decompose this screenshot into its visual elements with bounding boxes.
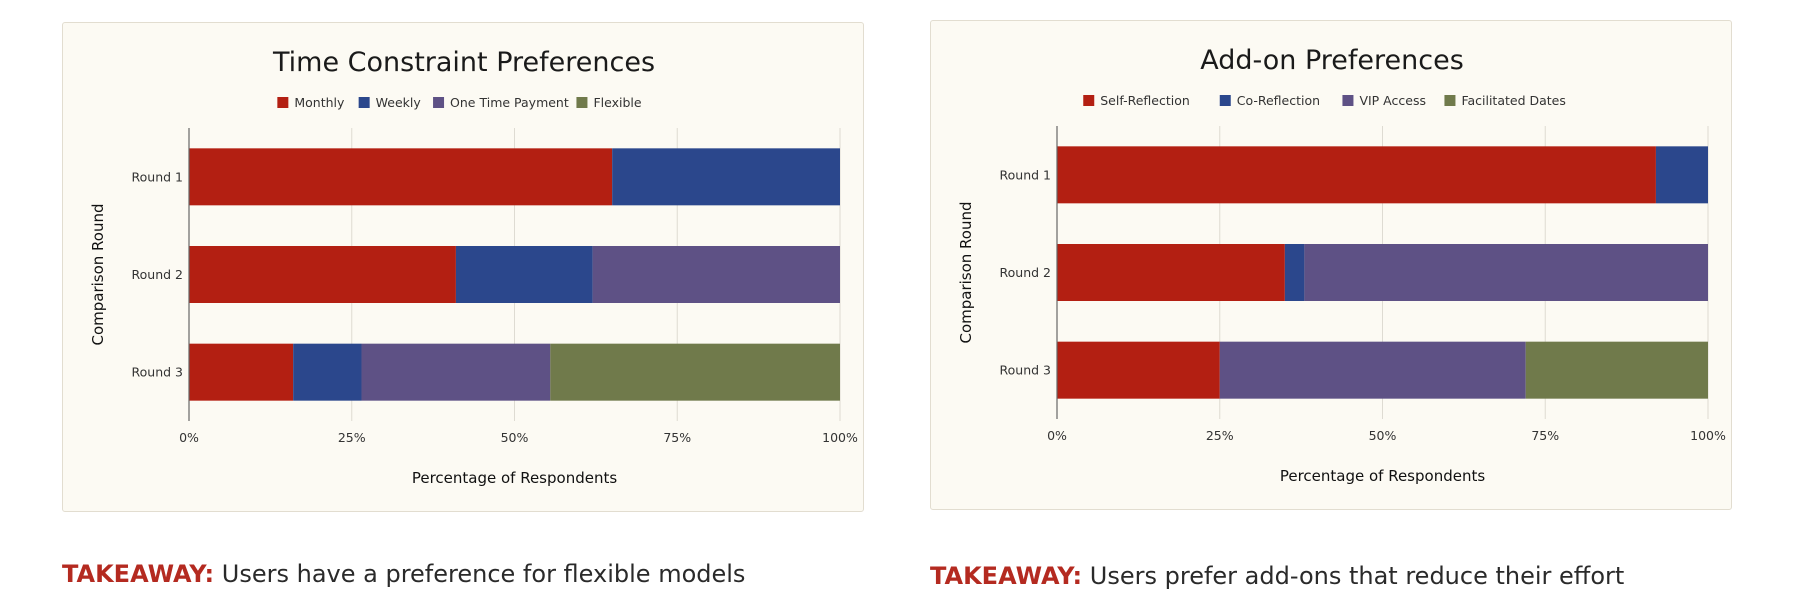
y-category-label: Round 1 [132, 169, 183, 184]
takeaway-left: TAKEAWAY: Users have a preference for fl… [62, 560, 745, 588]
y-category-label: Round 3 [132, 365, 183, 380]
x-tick-label: 25% [1206, 428, 1234, 443]
legend-label: Monthly [294, 95, 345, 110]
bar-segment-self-reflection [1057, 341, 1220, 399]
add-on-chart: Add-on Preferences Self-Reflection Co-Refl… [957, 45, 1726, 485]
time-constraint-chart: Time Constraint Preferences Monthly Weekly… [89, 47, 858, 487]
bar-segment-flexible [550, 343, 840, 401]
legend-swatch [358, 97, 370, 108]
bar-segment-self-reflection [1057, 146, 1656, 204]
x-tick-label: 75% [1531, 428, 1559, 443]
y-category-label: Round 2 [1000, 265, 1051, 280]
x-tick-label: 100% [1690, 428, 1726, 443]
bar-segment-weekly [612, 148, 840, 206]
chart-legend: Monthly Weekly One Time Payment Flexible [277, 95, 642, 110]
bar-segment-co-reflection [1655, 146, 1708, 204]
x-axis-title: Percentage of Respondents [412, 469, 618, 487]
chart-title: Time Constraint Preferences [272, 47, 655, 78]
bar-segment-co-reflection [1284, 244, 1305, 301]
y-category-label: Round 1 [1000, 167, 1051, 182]
legend-swatch [1342, 95, 1354, 106]
legend-swatch [1444, 95, 1456, 106]
legend-label: One Time Payment [450, 95, 569, 110]
legend-label: Weekly [376, 95, 422, 110]
takeaway-right-label: TAKEAWAY: [930, 562, 1083, 590]
time-constraint-chart-panel: Time Constraint Preferences Monthly Weekly… [62, 22, 864, 512]
chart-title: Add-on Preferences [1200, 45, 1464, 76]
takeaway-left-label: TAKEAWAY: [62, 560, 215, 588]
x-tick-label: 50% [1369, 428, 1397, 443]
bar-segment-self-reflection [1057, 244, 1285, 301]
y-category-label: Round 3 [1000, 363, 1051, 378]
x-tick-label: 100% [822, 430, 858, 445]
bar-segment-vip-access [1304, 244, 1708, 301]
x-axis-title: Percentage of Respondents [1280, 467, 1486, 485]
bar-segment-one-time-payment [592, 246, 840, 303]
legend-swatch [1083, 95, 1095, 106]
bar-segment-one-time-payment [361, 343, 551, 401]
legend-label: Co-Reflection [1237, 93, 1320, 108]
legend-label: Self-Reflection [1100, 93, 1190, 108]
legend-label: VIP Access [1359, 93, 1426, 108]
legend-swatch [576, 97, 588, 108]
legend-label: Flexible [593, 95, 641, 110]
y-axis-title: Comparison Round [957, 201, 975, 343]
legend-swatch [1219, 95, 1231, 106]
legend-swatch [433, 97, 445, 108]
bar-segment-monthly [189, 148, 613, 206]
legend-label: Facilitated Dates [1461, 93, 1565, 108]
bar-segment-facilitated-dates [1525, 341, 1708, 399]
takeaway-left-text: Users have a preference for flexible mod… [221, 560, 746, 588]
legend-swatch [277, 97, 289, 108]
bar-segment-weekly [293, 343, 362, 401]
bar-segment-monthly [189, 246, 456, 303]
bar-segment-vip-access [1219, 341, 1526, 399]
bar-segment-weekly [455, 246, 593, 303]
y-axis-title: Comparison Round [89, 203, 107, 345]
y-category-label: Round 2 [132, 267, 183, 282]
bar-segment-monthly [189, 343, 294, 401]
takeaway-right-text: Users prefer add-ons that reduce their e… [1089, 562, 1625, 590]
chart-legend: Self-Reflection Co-Reflection VIP Access Fa… [1083, 93, 1566, 108]
x-tick-label: 75% [663, 430, 691, 445]
x-tick-label: 0% [1047, 428, 1067, 443]
x-tick-label: 0% [179, 430, 199, 445]
x-tick-label: 25% [338, 430, 366, 445]
x-tick-label: 50% [501, 430, 529, 445]
takeaway-right: TAKEAWAY: Users prefer add-ons that redu… [930, 562, 1624, 590]
add-on-chart-panel: Add-on Preferences Self-Reflection Co-Refl… [930, 20, 1732, 510]
